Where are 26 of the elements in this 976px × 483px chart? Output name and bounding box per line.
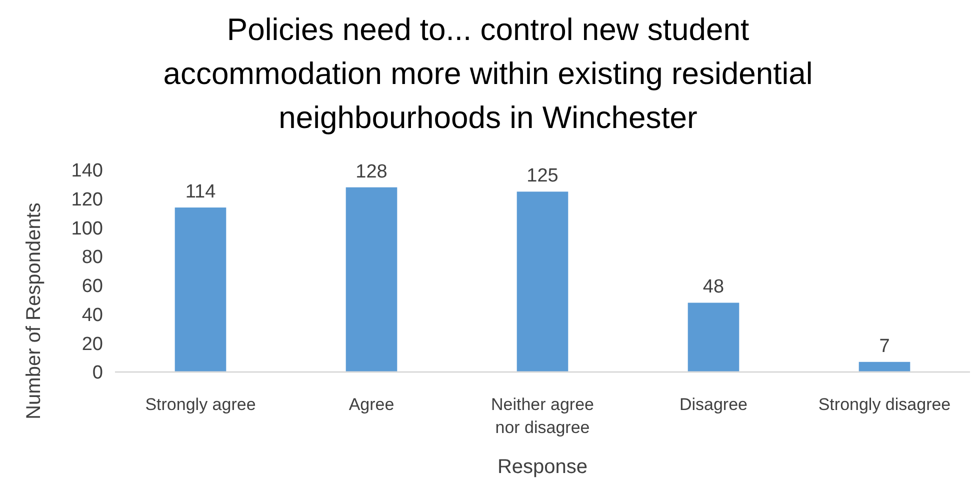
- bar: [516, 192, 568, 372]
- bar: [174, 208, 226, 372]
- chart-title: Policies need to... control new student accommodation more within existing residential neighbourhoods in Winchester: [163, 12, 813, 135]
- y-tick-label: 120: [71, 190, 103, 211]
- data-label: 125: [526, 166, 558, 187]
- bar: [688, 302, 740, 372]
- y-tick-label: 100: [71, 218, 103, 240]
- x-tick-label: Strongly agree: [145, 395, 256, 414]
- data-label: 7: [879, 336, 890, 357]
- y-tick-label: 0: [92, 362, 103, 384]
- x-tick-label: Strongly disagree: [818, 395, 951, 414]
- y-tick-label: 140: [71, 160, 103, 182]
- data-label: 114: [185, 182, 216, 203]
- data-label: 48: [702, 276, 724, 298]
- x-tick-label: Disagree: [679, 395, 748, 414]
- y-tick-label: 80: [82, 247, 103, 268]
- data-label: 128: [356, 161, 388, 182]
- y-tick-label: 20: [82, 334, 103, 355]
- y-axis-title: Number of Respondents: [23, 202, 45, 420]
- y-tick-label: 60: [82, 276, 103, 298]
- y-tick-label: 40: [82, 304, 103, 326]
- bar: [858, 362, 910, 372]
- x-tick-label: Agree: [348, 395, 394, 414]
- x-tick-label: Neither agree nor disagree: [490, 395, 594, 437]
- bar: [346, 187, 398, 372]
- x-axis-title: Response: [497, 456, 588, 478]
